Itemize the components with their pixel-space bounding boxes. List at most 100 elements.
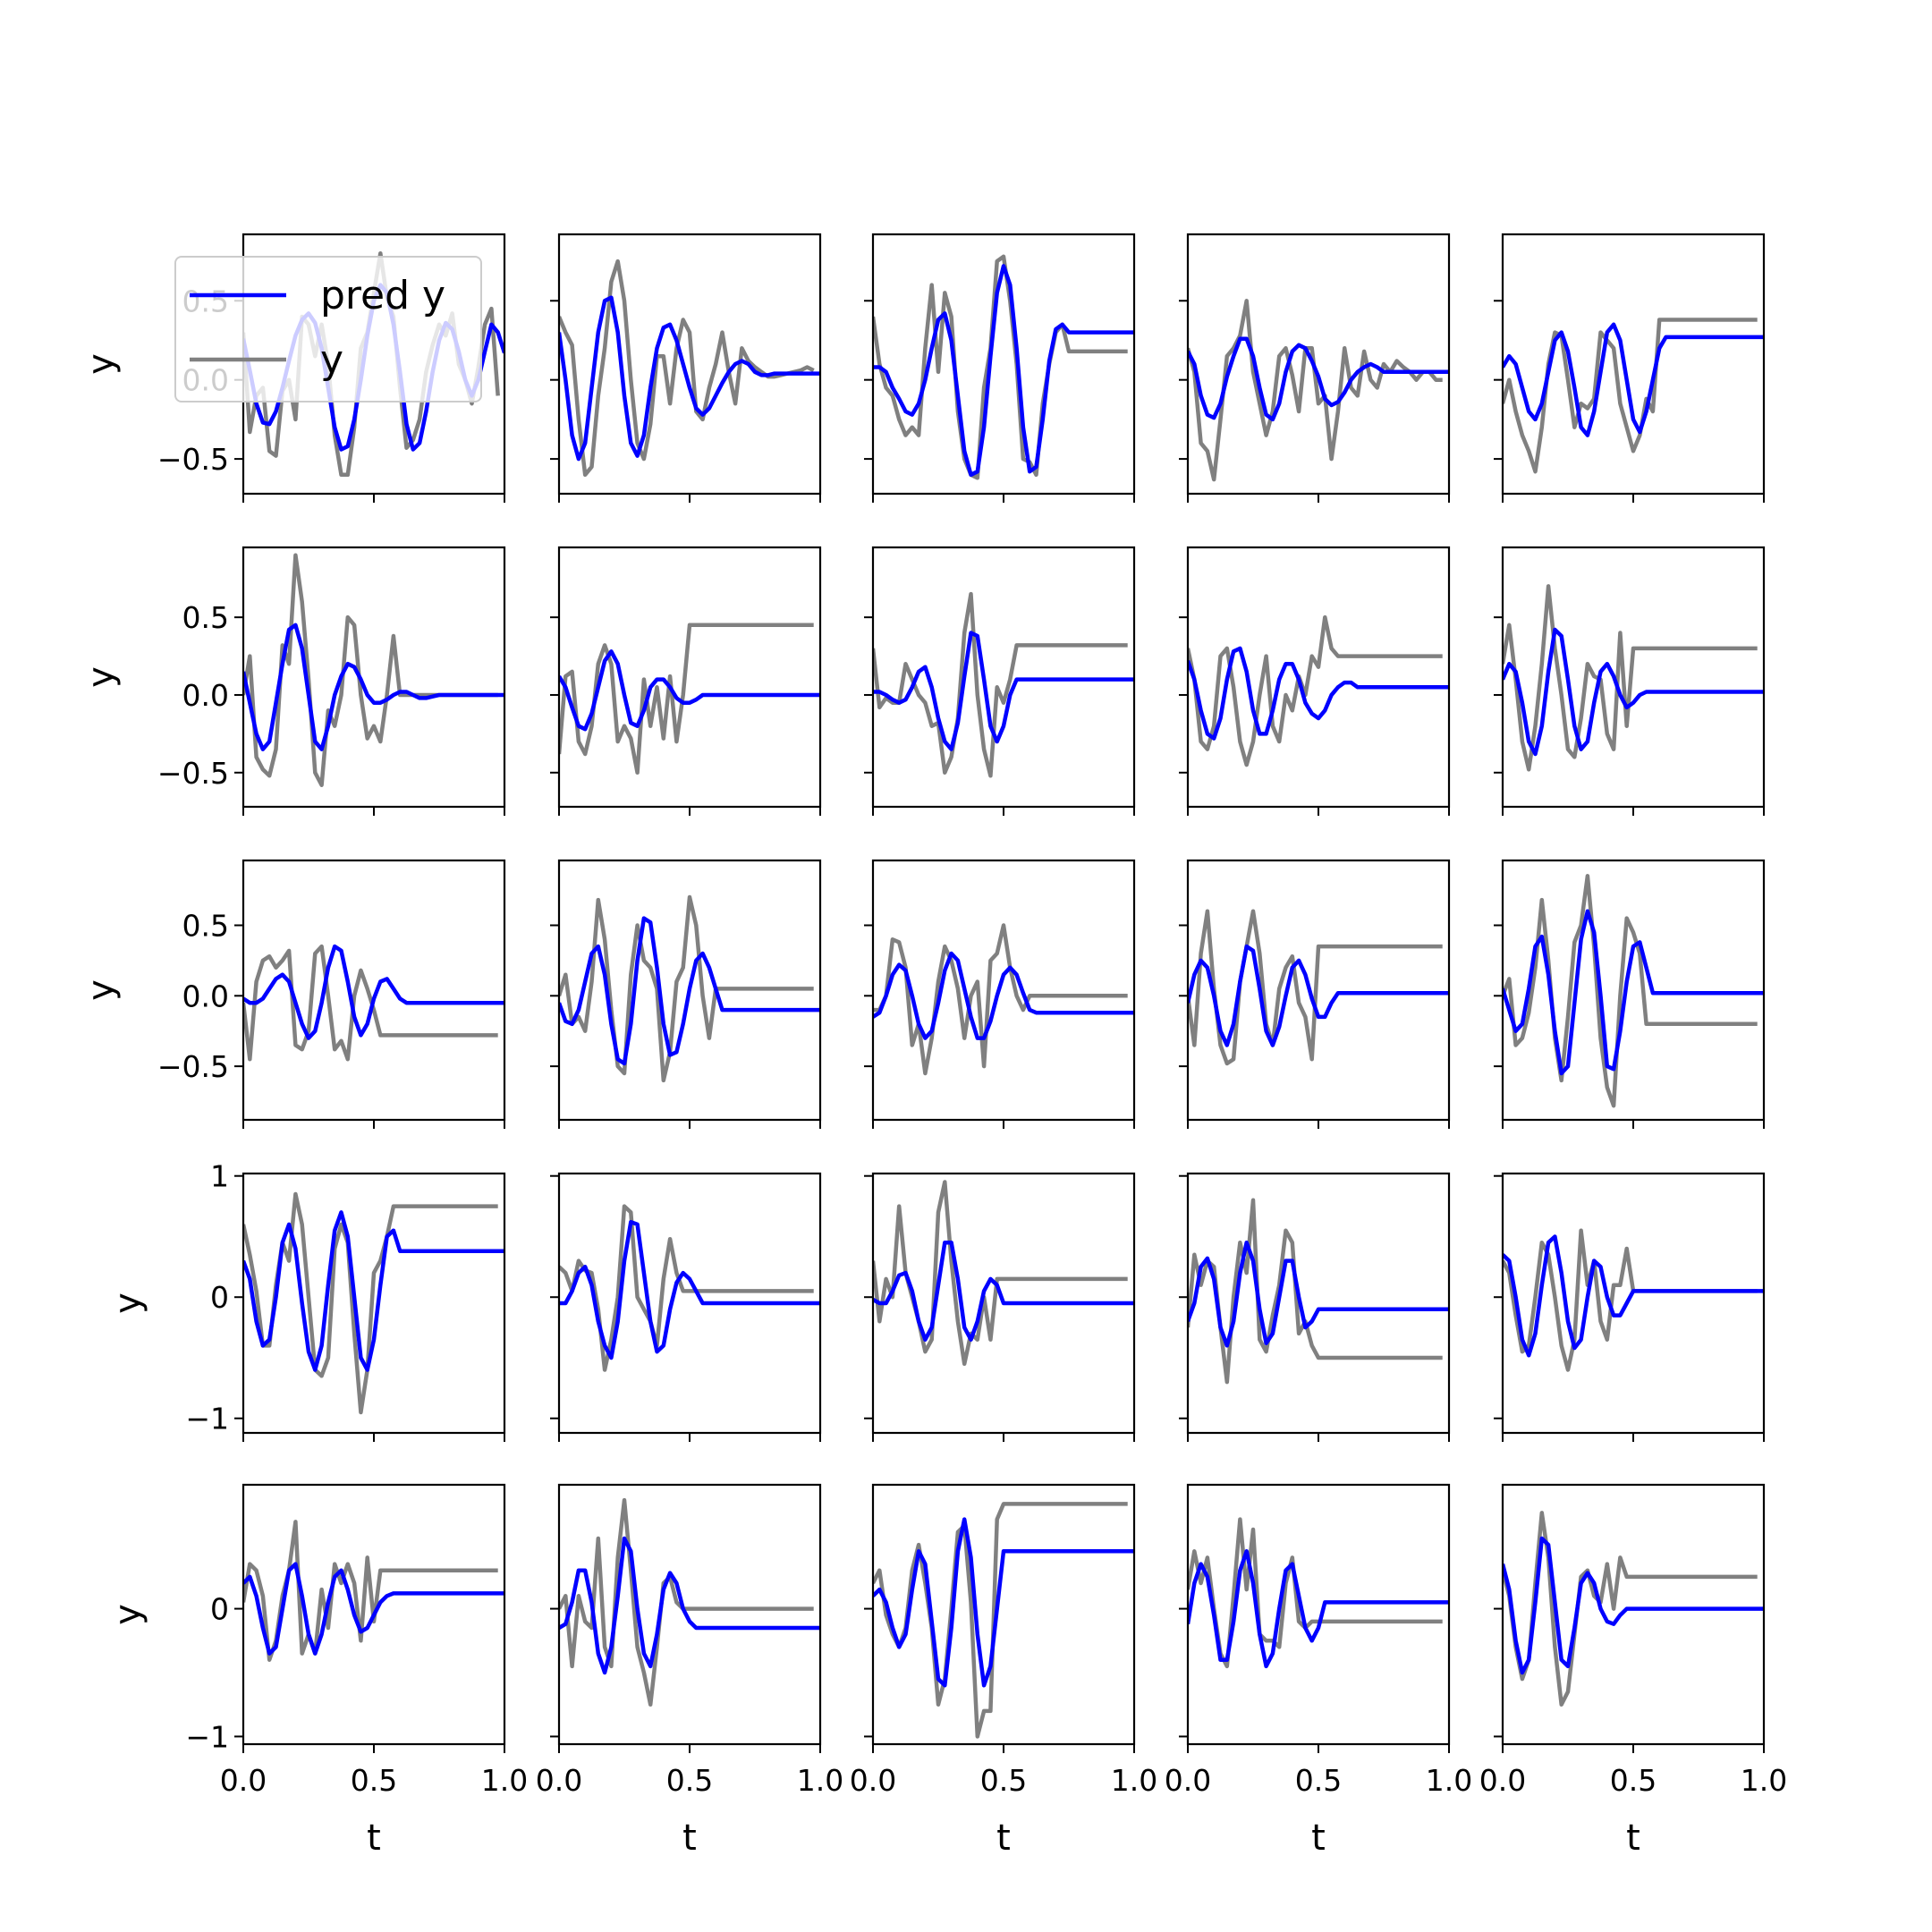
y-tick-label: 0.0 bbox=[182, 678, 229, 713]
legend: pred y y bbox=[174, 256, 482, 402]
series-y-line bbox=[1503, 1511, 1758, 1707]
y-tick-label: 0.5 bbox=[182, 909, 229, 944]
axes-frame bbox=[1186, 1483, 1451, 1746]
subplot-r4-c0: 0.0 0.5 1.0 −1 0 y t bbox=[107, 1483, 528, 1859]
series-pred-y-line bbox=[1503, 1234, 1764, 1358]
subplot-r3-c0: −1 0 1 y bbox=[107, 1159, 506, 1442]
series-y-line bbox=[1188, 1517, 1443, 1669]
subplot-r4-c3: 0.0 0.5 1.0 t bbox=[1165, 1483, 1472, 1859]
series-y-line bbox=[873, 254, 1128, 480]
y-tick-label: −1 bbox=[185, 1402, 229, 1436]
axes-frame bbox=[871, 1483, 1136, 1746]
series-pred-y-line bbox=[243, 1210, 504, 1372]
y-axis-label: y bbox=[107, 1604, 148, 1625]
x-axis-label: t bbox=[1626, 1818, 1640, 1859]
y-tick-label: 0.5 bbox=[182, 600, 229, 635]
axes-frame bbox=[1501, 1172, 1766, 1435]
y-axis-label: y bbox=[80, 979, 122, 1001]
series-pred-y-line bbox=[243, 944, 504, 1040]
series-pred-y-line bbox=[1188, 1549, 1449, 1669]
y-tick-label: −0.5 bbox=[157, 442, 229, 477]
x-tick-label: 1.0 bbox=[1426, 1763, 1472, 1798]
axes-frame bbox=[1186, 859, 1451, 1122]
x-tick-label: 0.0 bbox=[1165, 1763, 1211, 1798]
legend-label: pred y bbox=[320, 273, 445, 318]
axes-frame bbox=[242, 859, 506, 1122]
series-pred-y-line bbox=[873, 264, 1134, 478]
subplot-r0-c1 bbox=[550, 233, 822, 503]
x-axis-label: t bbox=[996, 1818, 1011, 1859]
subplot-r0-c2 bbox=[864, 233, 1136, 503]
y-axis-label: y bbox=[80, 353, 122, 375]
axes-frame bbox=[557, 1483, 822, 1746]
axes-frame bbox=[1186, 1172, 1451, 1435]
x-tick-label: 1.0 bbox=[481, 1763, 528, 1798]
y-axis-label: y bbox=[80, 666, 122, 688]
subplot-r4-c1: 0.0 0.5 1.0 t bbox=[536, 1483, 843, 1859]
subplot-r4-c4: 0.0 0.5 1.0 t bbox=[1479, 1483, 1787, 1859]
subplot-r2-c1 bbox=[550, 859, 822, 1129]
series-pred-y-line bbox=[1503, 627, 1764, 757]
x-tick-label: 0.0 bbox=[220, 1763, 267, 1798]
x-tick-label: 0.5 bbox=[1610, 1763, 1657, 1798]
y-tick-label: 0 bbox=[210, 1592, 229, 1627]
x-axis-label: t bbox=[367, 1818, 381, 1859]
subplot-r2-c3 bbox=[1179, 859, 1451, 1129]
x-tick-label: 0.0 bbox=[1479, 1763, 1526, 1798]
subplot-r1-c3 bbox=[1179, 546, 1451, 816]
series-pred-y-line bbox=[559, 1536, 820, 1675]
x-tick-label: 0.5 bbox=[666, 1763, 713, 1798]
subplot-r0-c3 bbox=[1179, 233, 1451, 503]
series-pred-y-line bbox=[243, 623, 504, 751]
x-tick-label: 1.0 bbox=[1111, 1763, 1157, 1798]
legend-box bbox=[174, 256, 482, 402]
x-axis-label: t bbox=[682, 1818, 697, 1859]
subplot-r2-c4 bbox=[1494, 859, 1766, 1129]
subplot-r3-c3 bbox=[1179, 1172, 1451, 1442]
subplot-r3-c2 bbox=[864, 1172, 1136, 1442]
series-y-line bbox=[559, 623, 814, 775]
subplot-r4-c2: 0.0 0.5 1.0 t bbox=[850, 1483, 1157, 1859]
y-tick-label: −0.5 bbox=[157, 756, 229, 791]
series-y-line bbox=[1503, 584, 1758, 772]
series-y-line bbox=[873, 591, 1128, 778]
series-y-line bbox=[559, 1204, 814, 1372]
subplot-r1-c1 bbox=[550, 546, 822, 816]
axes-frame bbox=[1501, 233, 1766, 496]
subplot-r0-c4 bbox=[1494, 233, 1766, 503]
series-pred-y-line bbox=[873, 1240, 1134, 1342]
subplot-r3-c1 bbox=[550, 1172, 822, 1442]
series-y-line bbox=[243, 944, 498, 1062]
series-pred-y-line bbox=[559, 649, 820, 732]
series-pred-y-line bbox=[873, 951, 1134, 1040]
x-tick-label: 0.5 bbox=[1295, 1763, 1342, 1798]
series-y-line bbox=[243, 1191, 498, 1415]
series-y-line bbox=[873, 1180, 1128, 1367]
subplot-r2-c0: −0.5 0.0 0.5 y bbox=[80, 859, 506, 1129]
series-pred-y-line bbox=[559, 1219, 820, 1360]
x-tick-label: 0.5 bbox=[980, 1763, 1027, 1798]
x-tick-label: 0.5 bbox=[351, 1763, 397, 1798]
series-pred-y-line bbox=[243, 1562, 504, 1656]
x-tick-label: 0.0 bbox=[850, 1763, 896, 1798]
x-tick-label: 1.0 bbox=[1741, 1763, 1787, 1798]
y-tick-label: 0.0 bbox=[182, 979, 229, 1013]
series-pred-y-line bbox=[1188, 336, 1449, 422]
series-pred-y-line bbox=[559, 295, 820, 462]
series-pred-y-line bbox=[1503, 1536, 1764, 1675]
series-pred-y-line bbox=[1188, 944, 1449, 1047]
y-axis-label: y bbox=[107, 1292, 148, 1314]
series-y-line bbox=[559, 1497, 814, 1707]
series-y-line bbox=[1188, 299, 1443, 482]
series-pred-y-line bbox=[559, 916, 820, 1066]
series-y-line bbox=[873, 1502, 1128, 1739]
axes-frame bbox=[557, 233, 822, 496]
subplot-r1-c0: −0.5 0.0 0.5 y bbox=[80, 546, 506, 816]
subplot-r1-c4 bbox=[1494, 546, 1766, 816]
y-tick-label: 1 bbox=[210, 1159, 229, 1194]
legend-label: y bbox=[320, 337, 343, 383]
series-pred-y-line bbox=[1503, 909, 1764, 1076]
x-tick-label: 0.0 bbox=[536, 1763, 582, 1798]
subplot-r1-c2 bbox=[864, 546, 1136, 816]
y-tick-label: −0.5 bbox=[157, 1049, 229, 1084]
